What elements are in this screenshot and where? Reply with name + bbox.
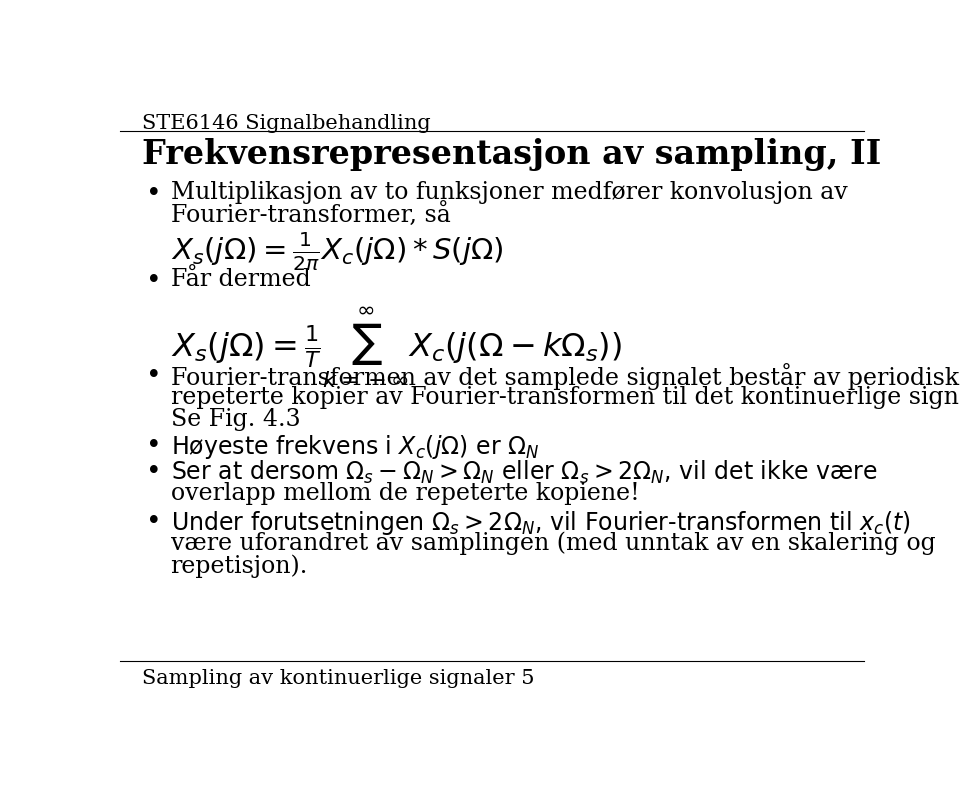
Text: Under forutsetningen $\Omega_s > 2\Omega_N$, vil Fourier-transformen til $x_c(t): Under forutsetningen $\Omega_s > 2\Omega… <box>171 509 910 537</box>
Text: Ser at dersom $\Omega_s - \Omega_N > \Omega_N$ eller $\Omega_s > 2\Omega_N$, vil: Ser at dersom $\Omega_s - \Omega_N > \Om… <box>171 459 877 486</box>
Text: Se Fig. 4.3: Se Fig. 4.3 <box>171 408 300 431</box>
Text: overlapp mellom de repeterte kopiene!: overlapp mellom de repeterte kopiene! <box>171 481 639 505</box>
Text: være uforandret av samplingen (med unntak av en skalering og: være uforandret av samplingen (med unnta… <box>171 532 935 555</box>
Text: •: • <box>146 433 161 458</box>
Text: •: • <box>146 363 161 388</box>
Text: Fourier-transformen av det samplede signalet består av periodisk: Fourier-transformen av det samplede sign… <box>171 363 959 391</box>
Text: $X_s(j\Omega) = \frac{1}{T}\sum_{k=-\infty}^{\infty} X_c(j(\Omega - k\Omega_s))$: $X_s(j\Omega) = \frac{1}{T}\sum_{k=-\inf… <box>171 305 622 391</box>
Text: $X_s(j\Omega) = \frac{1}{2\pi}X_c(j\Omega) * S(j\Omega)$: $X_s(j\Omega) = \frac{1}{2\pi}X_c(j\Omeg… <box>171 230 503 273</box>
Text: STE6146 Signalbehandling: STE6146 Signalbehandling <box>142 114 431 133</box>
Text: •: • <box>146 459 161 484</box>
Text: Multiplikasjon av to funksjoner medfører konvolusjon av: Multiplikasjon av to funksjoner medfører… <box>171 181 848 204</box>
Text: Får dermed: Får dermed <box>171 267 310 291</box>
Text: •: • <box>146 267 161 293</box>
Text: •: • <box>146 509 161 534</box>
Text: Frekvensrepresentasjon av sampling, II: Frekvensrepresentasjon av sampling, II <box>142 138 881 171</box>
Text: Fourier-transformer, så: Fourier-transformer, så <box>171 204 450 229</box>
Text: •: • <box>146 181 161 206</box>
Text: repeterte kopier av Fourier-transformen til det kontinuerlige signalet!: repeterte kopier av Fourier-transformen … <box>171 386 960 409</box>
Text: Høyeste frekvens i $X_c(j\Omega)$ er $\Omega_N$: Høyeste frekvens i $X_c(j\Omega)$ er $\O… <box>171 433 540 461</box>
Text: repetisjon).: repetisjon). <box>171 554 308 578</box>
Text: Sampling av kontinuerlige signaler 5: Sampling av kontinuerlige signaler 5 <box>142 669 535 688</box>
